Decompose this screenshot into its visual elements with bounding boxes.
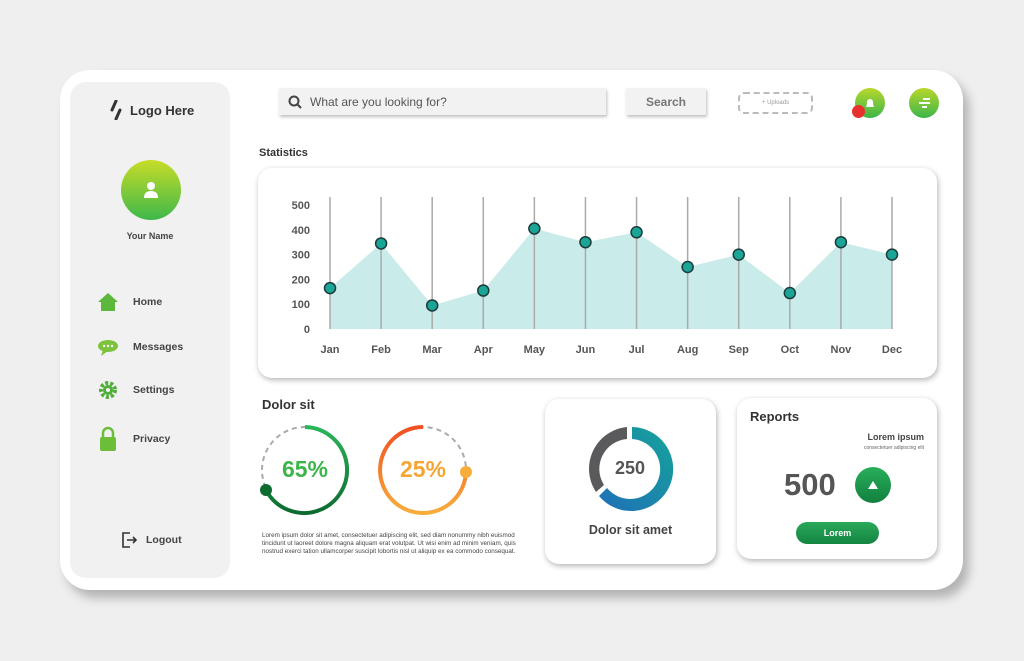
data-point: [579, 235, 592, 249]
data-point: [732, 248, 745, 261]
notification-badge: [852, 105, 865, 118]
reports-value: 500: [784, 467, 836, 502]
gear-icon: [99, 381, 117, 399]
logout-icon: [122, 532, 138, 548]
data-point: [630, 226, 643, 239]
x-tick-label: Mar: [422, 344, 442, 356]
donut-label: Dolor sit amet: [588, 523, 673, 537]
y-tick-label: 200: [292, 274, 310, 286]
data-point: [323, 281, 337, 295]
y-tick-label: 0: [304, 324, 310, 336]
search-icon: [288, 95, 302, 109]
sidebar-item-label: Privacy: [133, 433, 171, 445]
x-tick-label: Feb: [371, 344, 391, 356]
data-point: [885, 248, 899, 261]
dolor-title: Dolor sit: [262, 397, 315, 412]
gauges: [260, 425, 472, 515]
x-tick-label: May: [524, 344, 546, 356]
x-tick-label: Jul: [629, 344, 645, 356]
data-point: [477, 284, 490, 297]
sidebar-item-privacy[interactable]: Privacy: [97, 426, 170, 452]
bell-icon: [866, 99, 874, 107]
gauge-2-arc: [378, 425, 468, 515]
x-tick-label: Apr: [474, 344, 494, 356]
data-point: [425, 299, 439, 312]
trend-up-button[interactable]: [855, 467, 891, 503]
logout-label: Logout: [146, 534, 182, 546]
data-point: [681, 260, 694, 274]
logo-icon: [110, 100, 122, 120]
sidebar: [70, 82, 230, 578]
menu-button[interactable]: [909, 88, 939, 118]
data-point: [783, 286, 797, 300]
triangle-up-icon: [868, 481, 878, 489]
gauge-2-label: 25%: [399, 456, 447, 482]
search-placeholder: What are you looking for?: [310, 94, 447, 109]
x-tick-label: Jan: [321, 344, 340, 356]
reports-subtitle: Lorem ipsum: [867, 432, 924, 442]
x-tick-label: Oct: [781, 344, 800, 356]
logo: Logo Here: [110, 100, 194, 120]
donut-card: [545, 399, 716, 564]
x-tick-label: Aug: [677, 344, 698, 356]
filter-icon: [919, 98, 930, 108]
gauge-1-arc: [264, 425, 349, 515]
sidebar-item-home[interactable]: Home: [97, 292, 162, 312]
x-tick-label: Jun: [576, 344, 596, 356]
search-input[interactable]: What are you looking for?: [279, 88, 606, 115]
user-icon: [144, 182, 158, 198]
reports-lorem-button[interactable]: Lorem: [796, 522, 879, 544]
data-point: [834, 235, 848, 249]
statistics-chart: Jan Feb Mar Apr May Jun Jul Aug Sep Oct Nov Dec 0 100…: [292, 197, 902, 356]
y-tick-label: 400: [292, 225, 310, 237]
y-tick-label: 100: [292, 299, 310, 311]
dolor-text: Lorem ipsum dolor sit amet, consectetuer…: [262, 532, 516, 555]
sidebar-item-settings[interactable]: Settings: [97, 380, 174, 400]
logo-text: Logo Here: [130, 102, 195, 118]
reports-title: Reports: [750, 409, 800, 424]
gauge-1-knob: [260, 484, 272, 496]
donut-segment-secondary: [589, 427, 627, 492]
chart-area: [330, 228, 892, 329]
home-icon: [98, 293, 118, 311]
sidebar-item-label: Messages: [133, 341, 184, 353]
donut-segment-primary: [599, 427, 674, 511]
x-tick-label: Sep: [729, 344, 749, 356]
gauge-1-label: 65%: [281, 456, 329, 482]
donut-value: 250: [614, 458, 646, 478]
donut-chart: [589, 427, 674, 511]
y-tick-label: 500: [292, 200, 310, 212]
sidebar-item-label: Settings: [133, 384, 175, 396]
data-point: [528, 222, 541, 235]
y-tick-label: 300: [292, 250, 310, 262]
user-name: Your Name: [126, 231, 174, 241]
chat-icon: [98, 340, 118, 356]
sidebar-item-messages[interactable]: Messages: [97, 337, 183, 357]
reports-caption: consectetuer adipiscing elit: [863, 445, 924, 451]
statistics-title: Statistics: [259, 147, 308, 159]
x-tick-label: Nov: [831, 344, 853, 356]
logout-button[interactable]: Logout: [120, 531, 182, 549]
search-button[interactable]: Search: [626, 88, 706, 115]
sidebar-item-label: Home: [133, 296, 163, 308]
avatar[interactable]: [121, 160, 181, 220]
gauge-2-knob: [460, 466, 472, 478]
data-point: [374, 237, 388, 250]
lock-icon: [100, 426, 116, 451]
uploads-button[interactable]: + Uploads: [738, 92, 813, 114]
x-tick-label: Dec: [882, 344, 902, 356]
